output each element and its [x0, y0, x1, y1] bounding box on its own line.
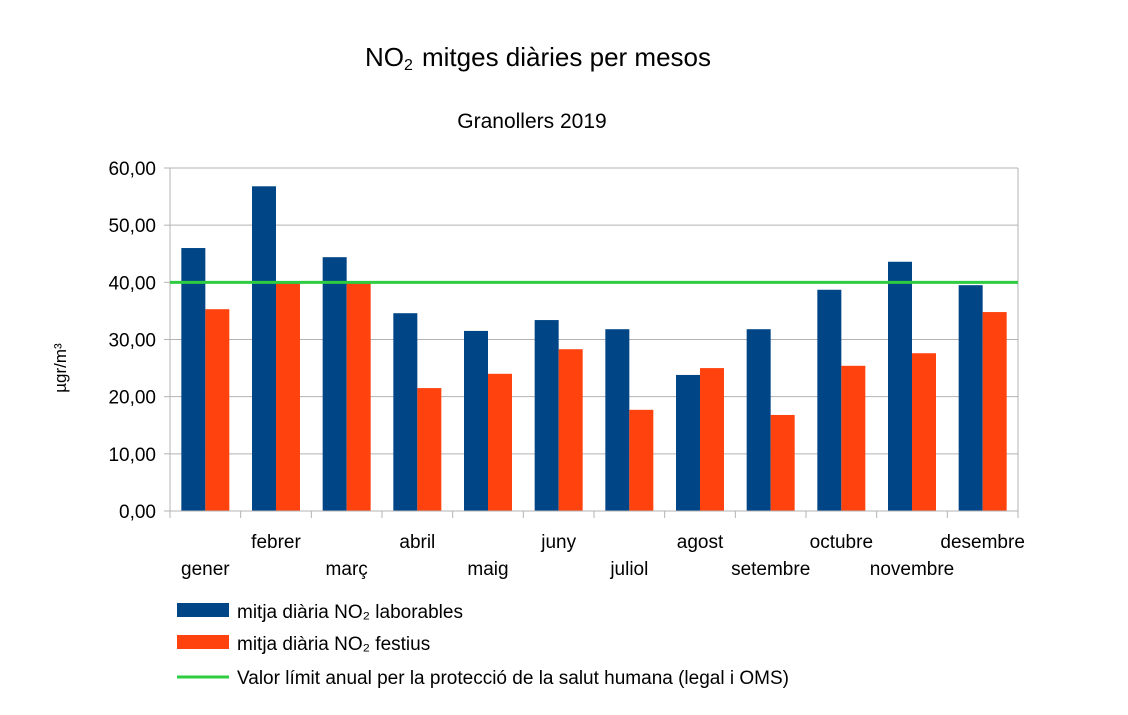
x-tick-label: setembre [731, 559, 810, 580]
bar-festius [912, 353, 936, 511]
bar-laborables [605, 329, 630, 511]
y-tick-label: 30,00 [108, 331, 156, 352]
bar-laborables [958, 285, 983, 511]
bar-festius [982, 312, 1007, 511]
x-tick-label: maig [467, 559, 508, 580]
bar-festius [558, 349, 583, 511]
y-tick-label: 40,00 [108, 273, 156, 294]
bar-laborables [534, 320, 559, 511]
x-tick-label: gener [181, 559, 230, 580]
legend-swatch [177, 603, 229, 617]
x-tick-label: octubre [810, 532, 873, 553]
bar-festius [770, 414, 795, 511]
bar-festius [841, 365, 866, 511]
bar-festius [700, 368, 724, 511]
chart-title: NO [365, 42, 404, 72]
bar-laborables [181, 248, 206, 512]
y-tick-label: 20,00 [108, 388, 156, 409]
bar-laborables [322, 257, 347, 511]
x-tick-label: agost [677, 532, 724, 553]
bar-laborables [252, 186, 276, 511]
y-tick-label: 60,00 [108, 159, 156, 180]
x-tick-label: desembre [940, 532, 1025, 553]
legend-swatch [177, 635, 229, 649]
chart-subtitle: Granollers 2019 [457, 110, 606, 133]
legend-label: mitja diària NO₂ laborables [237, 602, 463, 623]
bar-festius [629, 409, 654, 511]
x-tick-label: juny [540, 532, 576, 553]
bar-festius [488, 373, 512, 511]
bar-laborables [817, 289, 842, 511]
bar-festius [346, 282, 371, 511]
legend-label: mitja diària NO₂ festius [237, 634, 430, 655]
y-tick-label: 10,00 [108, 445, 156, 466]
bar-laborables [676, 374, 700, 511]
bar-laborables [888, 261, 912, 511]
y-tick-label: 50,00 [108, 216, 156, 237]
bar-festius [276, 282, 300, 511]
legend-label: Valor límit anual per la protecció de la… [237, 668, 789, 689]
x-tick-label: març [326, 559, 368, 580]
bar-festius [417, 388, 442, 511]
bar-laborables [393, 313, 418, 511]
bar-laborables [746, 329, 771, 511]
bar-festius [205, 309, 230, 511]
y-axis-label: µgr/m³ [51, 343, 70, 393]
x-tick-label: novembre [870, 559, 955, 580]
y-tick-label: 0,00 [119, 502, 156, 523]
x-tick-label: febrer [251, 532, 301, 553]
bar-laborables [464, 330, 488, 511]
x-tick-label: juliol [609, 559, 648, 580]
x-tick-label: abril [399, 532, 435, 553]
chart-title-rest: mitges diàries per mesos [422, 42, 711, 72]
chart-title-subscript: 2 [404, 57, 413, 74]
